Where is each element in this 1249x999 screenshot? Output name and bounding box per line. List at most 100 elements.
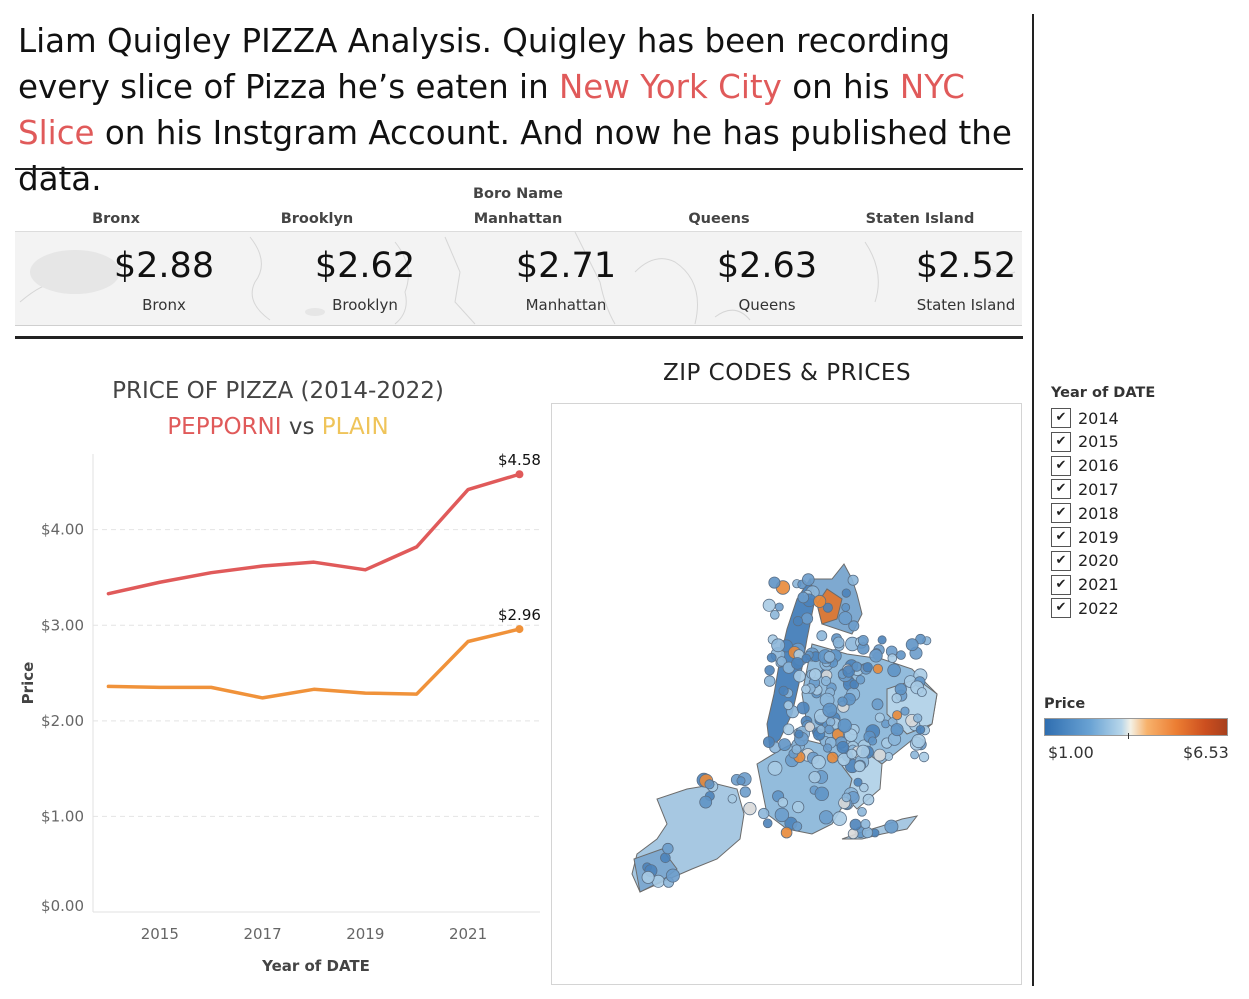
zip-code-point[interactable] (699, 795, 713, 809)
zip-code-point[interactable] (771, 638, 786, 653)
series-line-pepporni[interactable] (106, 472, 522, 596)
year-filter-item-2021[interactable]: ✔ 2021 (1051, 573, 1119, 597)
zip-code-point[interactable] (792, 800, 805, 814)
year-checkbox[interactable]: ✔ (1051, 408, 1071, 428)
zip-code-point[interactable] (762, 818, 773, 829)
zip-code-point[interactable] (792, 616, 804, 627)
zip-code-point[interactable] (814, 786, 830, 802)
zip-code-point[interactable] (874, 712, 885, 723)
zip-code-point[interactable] (841, 588, 851, 598)
zip-code-point[interactable] (910, 750, 920, 760)
zip-code-point[interactable] (841, 602, 851, 612)
zip-code-point[interactable] (877, 635, 887, 645)
year-filter-item-2017[interactable]: ✔ 2017 (1051, 477, 1119, 501)
zip-code-point[interactable] (887, 653, 898, 664)
zip-code-point[interactable] (869, 649, 883, 663)
zip-code-point[interactable] (804, 721, 815, 733)
zip-code-point[interactable] (823, 651, 836, 663)
zip-code-point[interactable] (782, 723, 795, 736)
zip-code-point[interactable] (842, 665, 855, 678)
zip-code-point[interactable] (915, 725, 926, 735)
zip-code-point[interactable] (851, 661, 862, 672)
zip-code-point[interactable] (918, 751, 930, 763)
zip-code-point[interactable] (841, 792, 852, 803)
year-checkbox[interactable]: ✔ (1051, 527, 1071, 547)
zip-code-point[interactable] (774, 602, 784, 612)
year-filter-item-2018[interactable]: ✔ 2018 (1051, 501, 1119, 525)
zip-code-point[interactable] (822, 702, 838, 718)
zip-code-point[interactable] (837, 718, 852, 733)
zip-code-point[interactable] (836, 740, 850, 754)
year-filter-item-2019[interactable]: ✔ 2019 (1051, 525, 1119, 549)
zip-code-point[interactable] (794, 729, 804, 739)
zip-code-point[interactable] (849, 818, 862, 831)
zip-code-point[interactable] (777, 797, 789, 808)
zip-code-point[interactable] (808, 771, 821, 784)
zip-code-point[interactable] (857, 806, 867, 817)
zip-code-point[interactable] (813, 594, 827, 608)
zip-code-point[interactable] (848, 620, 860, 632)
zip-code-point[interactable] (801, 612, 814, 625)
zip-code-point[interactable] (641, 870, 655, 884)
year-filter-item-2022[interactable]: ✔ 2022 (1051, 596, 1119, 620)
zip-code-point[interactable] (825, 717, 836, 727)
zip-code-point[interactable] (820, 675, 831, 686)
zip-code-point[interactable] (905, 638, 919, 652)
zip-code-point[interactable] (778, 685, 789, 696)
zip-code-point[interactable] (770, 610, 780, 620)
zip-code-point[interactable] (783, 700, 794, 711)
year-filter-item-2020[interactable]: ✔ 2020 (1051, 549, 1119, 573)
zip-code-point[interactable] (822, 743, 833, 753)
year-filter-item-2016[interactable]: ✔ 2016 (1051, 454, 1119, 478)
year-checkbox[interactable]: ✔ (1051, 479, 1071, 500)
zip-code-point[interactable] (916, 687, 927, 698)
zip-code-point[interactable] (739, 786, 751, 798)
zip-code-point[interactable] (793, 670, 806, 683)
zip-code-point[interactable] (900, 706, 910, 716)
zip-code-point[interactable] (762, 598, 776, 612)
zip-code-point[interactable] (665, 868, 680, 883)
zip-code-point[interactable] (896, 650, 906, 660)
zip-code-point[interactable] (662, 842, 674, 855)
zip-code-point[interactable] (872, 663, 883, 674)
zip-code-point[interactable] (832, 811, 847, 826)
zip-code-point[interactable] (797, 591, 810, 604)
zip-code-point[interactable] (767, 760, 783, 776)
zip-code-point[interactable] (791, 657, 804, 670)
zip-code-point[interactable] (762, 736, 775, 749)
zip-code-point[interactable] (816, 724, 826, 734)
zip-code-point[interactable] (837, 696, 848, 707)
zip-code-point[interactable] (808, 668, 822, 681)
zip-code-point[interactable] (743, 801, 757, 816)
zip-code-point[interactable] (822, 602, 833, 613)
zip-code-point[interactable] (801, 684, 811, 695)
zip-code-point[interactable] (764, 665, 775, 676)
zip-code-point[interactable] (727, 794, 738, 804)
zip-code-point[interactable] (704, 779, 715, 790)
zip-code-point[interactable] (853, 777, 863, 787)
zip-code-point[interactable] (736, 776, 746, 786)
zip-code-point[interactable] (860, 818, 871, 829)
zip-code-point[interactable] (856, 744, 870, 759)
zip-code-map-canvas[interactable] (552, 404, 1021, 984)
year-checkbox[interactable]: ✔ (1051, 598, 1071, 619)
zip-code-point[interactable] (862, 662, 873, 673)
zip-code-point[interactable] (915, 633, 926, 645)
zip-code-point[interactable] (816, 630, 828, 642)
year-checkbox[interactable]: ✔ (1051, 503, 1071, 524)
zip-code-point[interactable] (660, 852, 671, 864)
zip-code-point[interactable] (859, 782, 869, 793)
zip-code-point[interactable] (846, 748, 858, 760)
zip-code-point[interactable] (776, 656, 787, 667)
zip-code-point[interactable] (796, 701, 810, 715)
year-filter-item-2015[interactable]: ✔ 2015 (1051, 430, 1119, 454)
zip-code-point[interactable] (911, 733, 926, 749)
zip-code-point[interactable] (913, 713, 923, 723)
zip-code-point[interactable] (887, 663, 901, 678)
zip-code-map[interactable] (551, 403, 1022, 985)
year-filter-item-2014[interactable]: ✔ 2014 (1051, 406, 1119, 430)
zip-code-point[interactable] (873, 748, 887, 762)
zip-code-point[interactable] (891, 693, 902, 704)
zip-code-point[interactable] (774, 807, 790, 823)
zip-code-point[interactable] (890, 723, 904, 737)
